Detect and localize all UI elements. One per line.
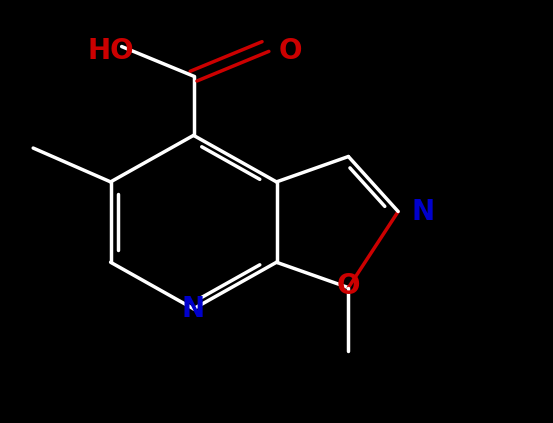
Text: N: N (411, 198, 435, 225)
Text: HO: HO (87, 37, 134, 65)
Text: O: O (279, 37, 302, 65)
Text: O: O (337, 272, 360, 299)
Text: N: N (182, 295, 205, 323)
